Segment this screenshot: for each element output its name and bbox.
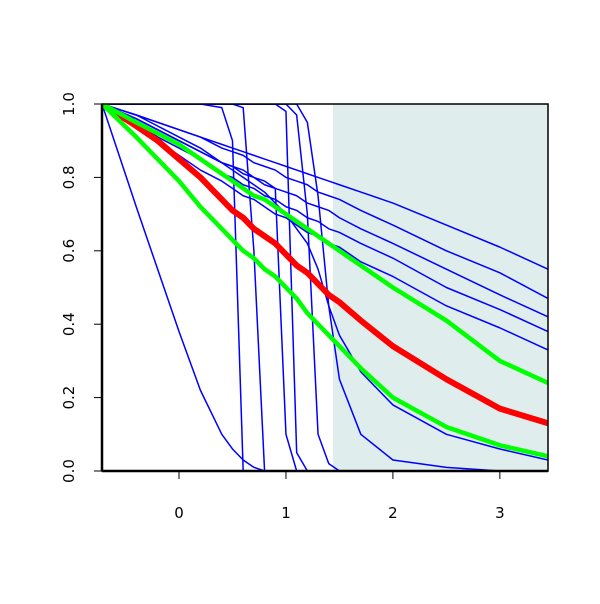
y-tick-label: 0.2 bbox=[60, 386, 78, 410]
y-tick-label: 1.0 bbox=[60, 92, 78, 116]
curve bbox=[102, 104, 548, 471]
curve bbox=[102, 104, 548, 385]
curve bbox=[102, 104, 548, 471]
curve bbox=[102, 104, 548, 471]
y-tick-label: 0.0 bbox=[60, 459, 78, 483]
x-tick-label: 1 bbox=[281, 504, 291, 522]
curve bbox=[102, 104, 548, 459]
x-tick-label: 2 bbox=[388, 504, 398, 522]
x-tick-label: 3 bbox=[495, 504, 505, 522]
plot-area bbox=[102, 104, 548, 471]
curve bbox=[102, 104, 548, 300]
y-tick-label: 0.6 bbox=[60, 239, 78, 263]
curve bbox=[102, 104, 548, 351]
curve bbox=[102, 104, 548, 471]
y-tick-label: 0.8 bbox=[60, 165, 78, 189]
y-tick-label: 0.4 bbox=[60, 312, 78, 336]
curve bbox=[102, 104, 548, 427]
x-tick-label: 0 bbox=[174, 504, 184, 522]
